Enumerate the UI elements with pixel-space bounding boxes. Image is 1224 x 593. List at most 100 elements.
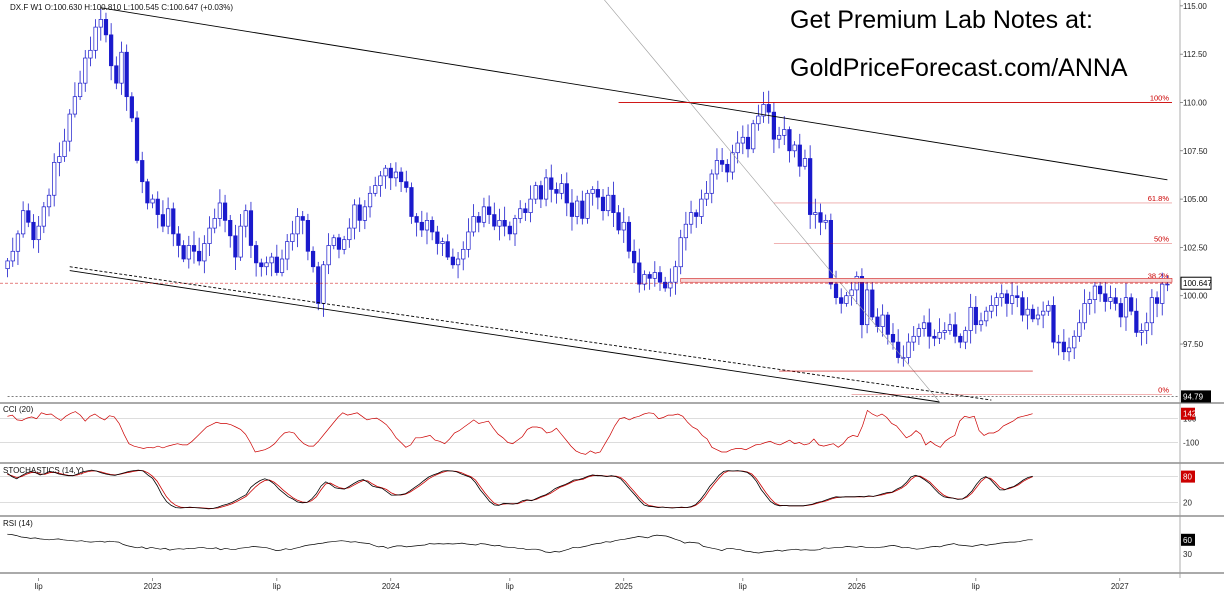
candle-body — [435, 231, 440, 244]
candle-body — [1092, 285, 1098, 300]
candle-body — [1056, 341, 1061, 344]
candle-body — [611, 194, 616, 213]
price-tick: 115.00 — [1183, 2, 1207, 11]
candle-body — [745, 136, 751, 150]
candle-body — [896, 341, 901, 358]
candle-body — [176, 233, 181, 246]
candle-body — [274, 256, 279, 273]
candle-body — [383, 167, 388, 177]
candle-body — [921, 322, 927, 329]
candle-body — [906, 341, 911, 358]
candle-body — [569, 202, 575, 217]
candle-body — [1118, 303, 1123, 318]
candle-body — [947, 324, 953, 331]
price-tick: 107.50 — [1183, 147, 1208, 156]
time-tick: 2023 — [144, 582, 162, 591]
candle-body — [1004, 293, 1010, 304]
candle-body — [305, 220, 311, 252]
candle-body — [1077, 322, 1082, 337]
candle-body — [688, 212, 694, 225]
candle-body — [352, 204, 357, 229]
candle-body — [124, 51, 129, 98]
candle-body — [828, 220, 833, 285]
candle-body — [989, 305, 994, 312]
candle-body — [751, 123, 756, 150]
candle-body — [890, 334, 896, 343]
candle-body — [720, 160, 725, 165]
candle-body — [600, 196, 606, 212]
candle-body — [160, 214, 166, 227]
candle-body — [212, 218, 217, 229]
candle-body — [155, 198, 160, 215]
candle-body — [181, 245, 186, 260]
price-tick: 112.50 — [1183, 50, 1207, 59]
candle-body — [88, 49, 93, 59]
candle-body — [31, 221, 36, 241]
candle-body — [1097, 285, 1103, 295]
price-axis-ticks: 115.00 112.50 110.00 107.50 105.00 102.5… — [1183, 2, 1208, 349]
candle-body — [668, 281, 673, 289]
candle-body — [336, 237, 342, 250]
candle-body — [968, 306, 973, 331]
candle-body — [404, 181, 409, 188]
candle-body — [740, 136, 745, 144]
candle-body — [217, 202, 222, 219]
candle-body — [357, 204, 362, 221]
candle-body — [310, 250, 316, 268]
stoch-tick: 20 — [1183, 498, 1192, 507]
candle-body — [533, 185, 538, 200]
candle-body — [72, 96, 78, 115]
cci-reference-lines — [0, 418, 1178, 443]
candle-body — [694, 212, 699, 217]
candle-body — [673, 266, 678, 283]
candle-body — [279, 258, 285, 273]
candle-body — [549, 177, 554, 190]
candle-body — [347, 227, 352, 241]
candle-body — [704, 192, 709, 200]
candle-body — [461, 248, 466, 260]
candle-body — [678, 237, 683, 268]
candle-body — [398, 171, 404, 183]
candle-body — [419, 221, 424, 231]
candle-body — [559, 183, 564, 194]
candle-body — [797, 144, 802, 167]
candle-body — [1025, 308, 1030, 316]
candle-body — [813, 212, 818, 215]
price-tick: 110.00 — [1183, 98, 1207, 107]
candle-body — [818, 212, 823, 223]
candle-body — [1103, 293, 1108, 302]
trendline-steep-decline — [604, 0, 940, 403]
candle-body — [450, 256, 455, 266]
candle-body — [388, 167, 393, 179]
candle-body — [52, 162, 57, 196]
candle-body — [699, 198, 704, 217]
candle-body — [1082, 303, 1087, 324]
candle-body — [642, 274, 647, 285]
candle-body — [942, 330, 947, 333]
candle-body — [1139, 330, 1144, 333]
candle-body — [62, 140, 67, 157]
candle-body — [595, 189, 600, 198]
candle-body — [476, 216, 481, 223]
panel-frames — [0, 0, 1224, 581]
candle-body — [222, 202, 228, 221]
candle-body — [202, 243, 207, 262]
fib-label: 61.8% — [1148, 194, 1170, 203]
candle-body — [243, 210, 248, 227]
trendline-lower-channel — [69, 270, 940, 403]
candle-body — [802, 158, 808, 167]
candle-body — [41, 206, 46, 227]
candle-body — [409, 187, 414, 217]
candle-body — [631, 250, 637, 264]
candle-body — [580, 200, 585, 219]
candle-body — [616, 212, 621, 231]
rsi-value-badge-bg — [1181, 533, 1195, 546]
candle-body — [119, 51, 124, 84]
candle-body — [109, 34, 114, 67]
candle-body — [916, 328, 921, 337]
price-tick: 102.50 — [1183, 243, 1208, 252]
candle-body — [5, 260, 10, 270]
candle-body — [440, 241, 445, 244]
stoch-value-badge-bg — [1181, 470, 1195, 483]
